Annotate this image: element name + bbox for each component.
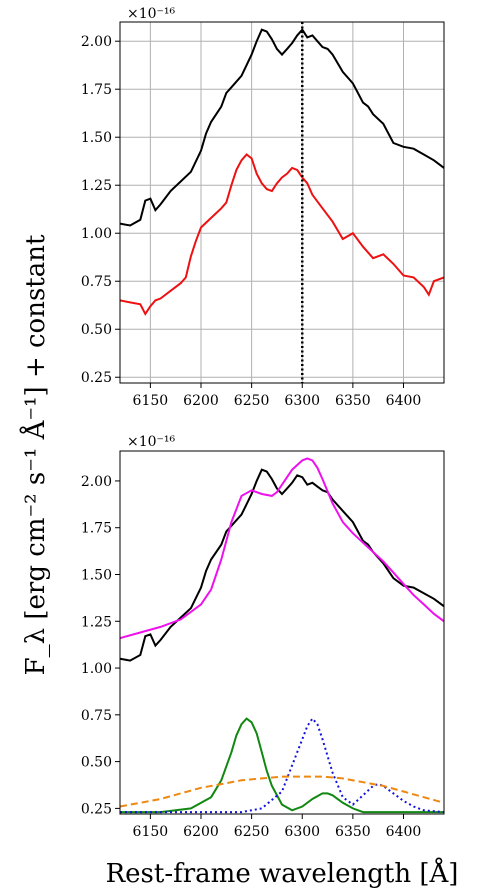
x-tick-label: 6150 [133,393,169,409]
y-tick-label: 2.00 [81,474,112,490]
axes-frame [119,450,445,815]
bottom-panel: ×10⁻¹⁶ 6150 6200 6250 6300 6350 6400 0.25 0.50 0… [81,434,445,840]
x-tick-label: 6200 [183,824,219,840]
series-line-3 [120,716,444,814]
y-tick-label: 0.25 [81,801,112,817]
x-tick-label: 6400 [386,393,422,409]
y-tick-label: 1.75 [81,82,112,98]
top-panel: ×10⁻¹⁶ 6150 6200 6250 6300 6350 6400 0.25 0.50 0… [81,6,445,409]
series-group [120,457,444,814]
x-tick-label: 6250 [234,824,270,840]
series-line-4 [120,775,444,808]
top-plot-area: 6150 6200 6250 6300 6350 6400 0.25 0.50 0.75 1.00… [81,21,445,409]
y-tick-label: 1.50 [81,130,112,146]
x-axis-label: Rest-frame wavelength [Å] [106,857,459,889]
top-offset-text: ×10⁻¹⁶ [127,6,176,22]
x-tick-label: 6300 [284,393,320,409]
y-tick-label: 1.00 [81,661,112,677]
x-tick-label: 6300 [284,824,320,840]
bottom-offset-text: ×10⁻¹⁶ [127,434,176,450]
y-tick-label: 0.75 [81,274,112,290]
y-tick-label: 1.75 [81,521,112,537]
x-tick-label: 6200 [183,393,219,409]
x-tick-label: 6150 [133,824,169,840]
y-tick-label: 1.25 [81,614,112,630]
y-tick-label: 0.50 [81,755,112,771]
y-tick-label: 1.25 [81,178,112,194]
y-tick-label: 0.25 [81,370,112,386]
x-tick-label: 6250 [234,393,270,409]
axes-frame [119,21,445,384]
y-tick-label: 1.50 [81,567,112,583]
y-axis-label: F_λ [erg cm⁻² s⁻¹ Å⁻¹] + constant [19,234,51,675]
y-tick-label: 1.00 [81,226,112,242]
y-tick-label: 2.00 [81,34,112,50]
x-tick-label: 6350 [335,824,371,840]
bottom-plot-area: 6150 6200 6250 6300 6350 6400 0.25 0.50 0.75 1.00… [81,450,445,840]
series-line-1 [120,153,444,316]
series-line-2 [120,717,444,814]
series-line-1 [120,457,444,640]
x-tick-label: 6400 [386,824,422,840]
series-line-0 [120,468,444,662]
series-group [120,28,444,316]
y-tick-label: 0.75 [81,708,112,724]
x-tick-label: 6350 [335,393,371,409]
series-line-0 [120,28,444,227]
y-tick-label: 0.50 [81,322,112,338]
